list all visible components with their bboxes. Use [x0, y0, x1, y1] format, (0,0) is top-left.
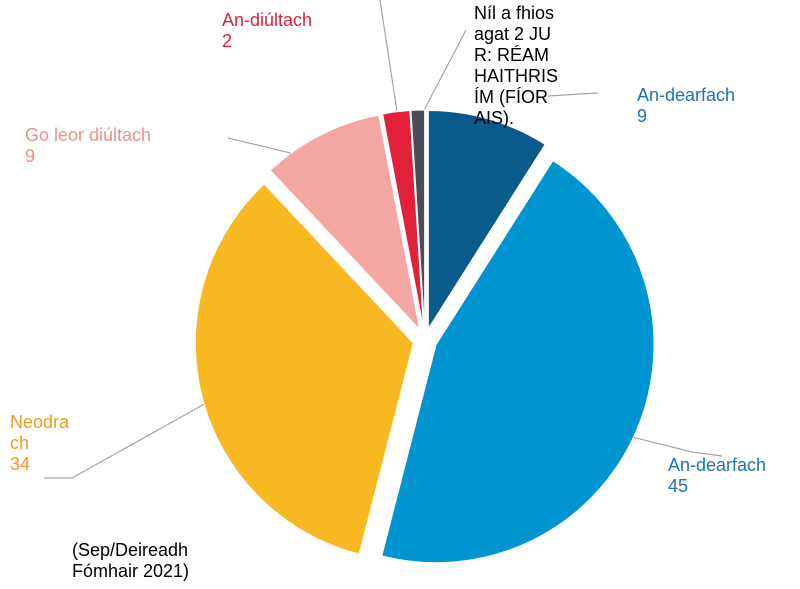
category-label: Go leor diúltach: [25, 125, 152, 145]
slices: [194, 109, 655, 564]
value-label: 34: [10, 454, 31, 474]
category-label: Neodrach: [10, 412, 70, 453]
slice-label: An-dearfach 9: [637, 85, 735, 127]
value-label: 9: [637, 106, 648, 126]
slice: [382, 109, 424, 329]
slice-label: An-dearfach 45: [668, 455, 766, 497]
value-label: 9: [25, 146, 36, 166]
leader-line: [547, 92, 599, 97]
slice: [194, 183, 414, 555]
note: (Sep/Deireadh Fómhair 2021): [72, 540, 190, 581]
value-label: 2: [222, 31, 233, 51]
slice: [269, 114, 421, 331]
category-label: An-dearfach: [637, 85, 736, 105]
slice-label: Go leor diúltach 9: [25, 125, 151, 167]
value-label: 45: [668, 476, 689, 496]
category-label: Níl a fhios agat 2 JUR: RÉAMHAITHRISÍM (…: [474, 3, 559, 128]
leader-line: [611, 431, 723, 457]
slice-label: Neodrach 34: [10, 412, 76, 475]
slice: [427, 109, 546, 331]
slice-label: Níl a fhios agat 2 JUR: RÉAMHAITHRISÍM (…: [474, 3, 558, 129]
slice: [381, 160, 655, 564]
slice: [410, 109, 426, 329]
category-label: An-diúltach: [222, 10, 313, 30]
leader-line: [379, 0, 399, 119]
category-label: An-dearfach: [668, 455, 767, 475]
slice-label: An-diúltach 2: [222, 10, 312, 52]
leader-line: [419, 29, 467, 119]
leader-line: [44, 401, 209, 479]
